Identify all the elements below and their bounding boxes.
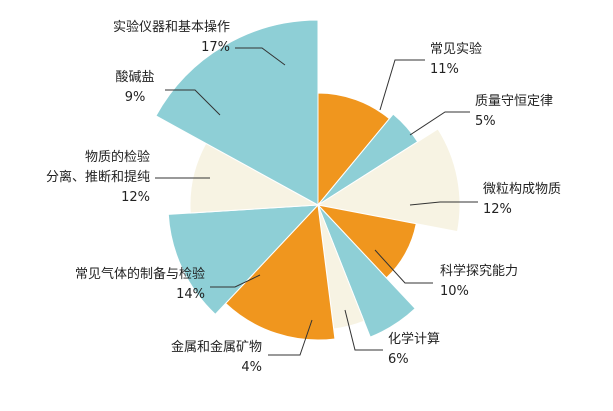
slice-label: 实验仪器和基本操作 17% (113, 18, 230, 58)
pie-slice (317, 204, 416, 338)
category-name: 实验仪器和基本操作 (112, 20, 230, 35)
slice-label: 科学探究能力 10% (440, 262, 518, 302)
value-label: 9% (124, 90, 146, 105)
leader-line (374, 249, 433, 284)
slice-label: 微粒构成物质 12% (483, 180, 561, 220)
category-name: 科学探究能力 (440, 264, 519, 279)
category-name: 质量守恒定律 (475, 94, 554, 109)
leader-line (409, 111, 470, 136)
pie-slice (167, 204, 320, 316)
pie-slice (155, 19, 319, 206)
category-name: 物质的检验 分离、推断和提纯 (45, 150, 150, 185)
value-label: 17% (201, 40, 230, 55)
category-name: 微粒构成物质 (483, 182, 562, 197)
leader-line (210, 274, 261, 288)
leader-line (379, 59, 425, 111)
value-label: 12% (483, 202, 512, 217)
slice-label: 常见气体的制备与检验 14% (75, 265, 205, 305)
slice-label: 金属和金属矿物 4% (171, 338, 262, 378)
leader-line (344, 309, 383, 351)
category-name: 常见气体的制备与检验 (74, 267, 205, 282)
category-name: 酸碱盐 (115, 70, 155, 85)
value-label: 6% (388, 352, 409, 367)
pie-slice (317, 92, 391, 207)
value-label: 14% (176, 287, 205, 302)
category-name: 化学计算 (388, 332, 441, 347)
pie-slice (316, 128, 461, 233)
category-name: 金属和金属矿物 (170, 340, 262, 355)
category-name: 常见实验 (430, 42, 483, 57)
leader-line (409, 201, 478, 206)
slice-label: 质量守恒定律 5% (475, 92, 553, 132)
leader-line (268, 319, 313, 356)
slice-label: 酸碱盐 9% (35, 68, 235, 108)
leader-lines (155, 47, 478, 356)
value-label: 10% (440, 284, 469, 299)
leader-line (165, 89, 221, 116)
slice-label: 化学计算 6% (388, 330, 440, 370)
slice-label: 常见实验 11% (430, 40, 482, 80)
slice-label: 物质的检验 分离、推断和提纯 12% (46, 148, 150, 208)
value-label: 11% (430, 62, 459, 77)
leader-line (235, 47, 286, 66)
pie-slice (224, 203, 336, 341)
value-label: 4% (241, 360, 262, 375)
value-label: 5% (475, 114, 496, 129)
value-label: 12% (121, 190, 150, 205)
